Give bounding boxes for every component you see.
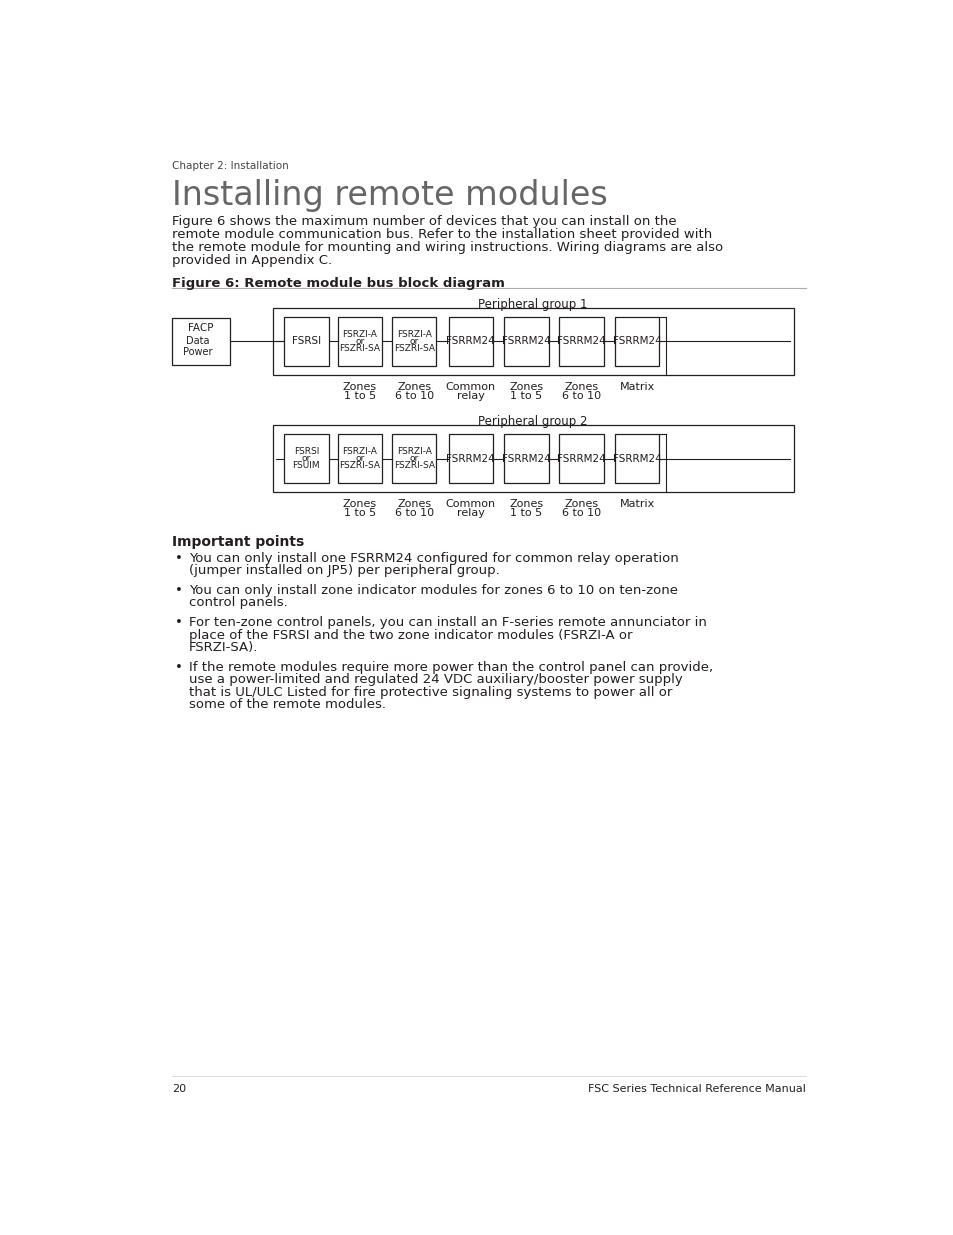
Text: FSC Series Technical Reference Manual: FSC Series Technical Reference Manual: [587, 1084, 805, 1094]
Text: 6 to 10: 6 to 10: [561, 390, 600, 400]
Text: 1 to 5: 1 to 5: [510, 508, 542, 517]
Bar: [448, 317, 493, 366]
Bar: [273, 425, 793, 493]
Text: FSRZI-A: FSRZI-A: [342, 447, 377, 456]
Text: place of the FSRSI and the two zone indicator modules (FSRZI-A or: place of the FSRSI and the two zone indi…: [189, 629, 632, 642]
Text: FSRRM24: FSRRM24: [613, 336, 661, 347]
Bar: [392, 317, 436, 366]
Text: FSRRM24: FSRRM24: [557, 336, 605, 347]
Text: FSRRM24: FSRRM24: [501, 453, 550, 463]
Text: 1 to 5: 1 to 5: [510, 390, 542, 400]
Text: remote module communication bus. Refer to the installation sheet provided with: remote module communication bus. Refer t…: [172, 228, 712, 241]
Text: FSRRM24: FSRRM24: [446, 336, 495, 347]
Text: 1 to 5: 1 to 5: [343, 508, 375, 517]
Text: or: or: [355, 337, 364, 346]
Text: Matrix: Matrix: [619, 382, 655, 391]
Text: FSRRM24: FSRRM24: [446, 453, 495, 463]
Text: 1 to 5: 1 to 5: [343, 390, 375, 400]
Text: •: •: [174, 552, 183, 564]
Text: Zones: Zones: [396, 499, 431, 509]
Bar: [558, 317, 603, 366]
Text: FSZRI-SA: FSZRI-SA: [394, 462, 435, 471]
Text: FSRRM24: FSRRM24: [613, 453, 661, 463]
Text: or: or: [301, 454, 311, 463]
Text: FACP: FACP: [188, 324, 213, 333]
Text: Installing remote modules: Installing remote modules: [172, 179, 607, 212]
Text: or: or: [409, 454, 418, 463]
Text: Data: Data: [186, 336, 210, 346]
Text: Zones: Zones: [564, 382, 598, 391]
Text: (jumper installed on JP5) per peripheral group.: (jumper installed on JP5) per peripheral…: [189, 564, 499, 577]
Text: •: •: [174, 661, 183, 674]
Text: FSRRM24: FSRRM24: [501, 336, 550, 347]
Text: •: •: [174, 616, 183, 630]
Text: FSRRM24: FSRRM24: [557, 453, 605, 463]
Text: provided in Appendix C.: provided in Appendix C.: [172, 254, 332, 268]
Text: relay: relay: [456, 390, 484, 400]
Text: FSRSI: FSRSI: [292, 336, 320, 347]
Bar: [337, 433, 381, 483]
Text: Zones: Zones: [509, 499, 543, 509]
Bar: [284, 433, 328, 483]
Text: Zones: Zones: [342, 382, 376, 391]
Text: FSZRI-SA: FSZRI-SA: [339, 462, 380, 471]
Text: Zones: Zones: [509, 382, 543, 391]
Bar: [392, 433, 436, 483]
Text: the remote module for mounting and wiring instructions. Wiring diagrams are also: the remote module for mounting and wirin…: [172, 241, 722, 254]
Text: some of the remote modules.: some of the remote modules.: [189, 698, 386, 711]
Text: Peripheral group 1: Peripheral group 1: [477, 299, 587, 311]
Text: 20: 20: [172, 1084, 186, 1094]
Text: relay: relay: [456, 508, 484, 517]
Text: Chapter 2: Installation: Chapter 2: Installation: [172, 162, 289, 172]
Text: For ten-zone control panels, you can install an F-series remote annunciator in: For ten-zone control panels, you can ins…: [189, 616, 706, 630]
Text: FSRZI-A: FSRZI-A: [342, 330, 377, 338]
Text: FSZRI-SA: FSZRI-SA: [394, 345, 435, 353]
Bar: [337, 317, 381, 366]
Text: control panels.: control panels.: [189, 597, 288, 609]
Text: You can only install zone indicator modules for zones 6 to 10 on ten-zone: You can only install zone indicator modu…: [189, 584, 678, 597]
Text: use a power-limited and regulated 24 VDC auxiliary/booster power supply: use a power-limited and regulated 24 VDC…: [189, 673, 682, 687]
Text: Peripheral group 2: Peripheral group 2: [477, 415, 587, 429]
Text: 6 to 10: 6 to 10: [561, 508, 600, 517]
Text: Zones: Zones: [564, 499, 598, 509]
Text: •: •: [174, 584, 183, 597]
Text: If the remote modules require more power than the control panel can provide,: If the remote modules require more power…: [189, 661, 713, 674]
Text: 6 to 10: 6 to 10: [395, 390, 434, 400]
Text: Common: Common: [445, 382, 496, 391]
Text: 6 to 10: 6 to 10: [395, 508, 434, 517]
Text: Important points: Important points: [172, 535, 304, 548]
Text: or: or: [355, 454, 364, 463]
Text: or: or: [409, 337, 418, 346]
Text: that is UL/ULC Listed for fire protective signaling systems to power all or: that is UL/ULC Listed for fire protectiv…: [189, 685, 672, 699]
Text: You can only install one FSRRM24 configured for common relay operation: You can only install one FSRRM24 configu…: [189, 552, 678, 564]
Text: FSRSI: FSRSI: [294, 447, 318, 456]
Text: Figure 6 shows the maximum number of devices that you can install on the: Figure 6 shows the maximum number of dev…: [172, 215, 676, 228]
Text: FSZRI-SA: FSZRI-SA: [339, 345, 380, 353]
Bar: [558, 433, 603, 483]
Text: Zones: Zones: [396, 382, 431, 391]
Text: Zones: Zones: [342, 499, 376, 509]
Text: Matrix: Matrix: [619, 499, 655, 509]
Text: Figure 6: Remote module bus block diagram: Figure 6: Remote module bus block diagra…: [172, 277, 504, 290]
Text: FSRZI-A: FSRZI-A: [396, 447, 431, 456]
Bar: [448, 433, 493, 483]
Bar: [504, 433, 548, 483]
Bar: [172, 319, 230, 364]
Bar: [284, 317, 328, 366]
Text: FSRZI-SA).: FSRZI-SA).: [189, 641, 258, 655]
Text: FSRZI-A: FSRZI-A: [396, 330, 431, 338]
Bar: [615, 317, 659, 366]
Text: FSUIM: FSUIM: [293, 462, 320, 471]
Bar: [273, 308, 793, 375]
Text: Power: Power: [183, 347, 213, 357]
Bar: [504, 317, 548, 366]
Bar: [615, 433, 659, 483]
Text: Common: Common: [445, 499, 496, 509]
